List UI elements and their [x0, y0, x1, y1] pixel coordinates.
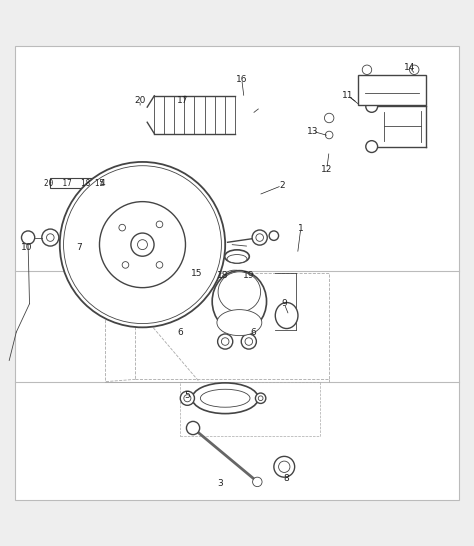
Text: 20: 20: [135, 96, 146, 105]
Ellipse shape: [212, 271, 266, 332]
Circle shape: [64, 166, 221, 324]
Ellipse shape: [180, 391, 194, 405]
Text: 8: 8: [284, 474, 290, 483]
Ellipse shape: [184, 395, 191, 402]
Circle shape: [42, 229, 59, 246]
Text: 5: 5: [184, 391, 190, 400]
Text: 4: 4: [100, 179, 105, 188]
Circle shape: [156, 221, 163, 228]
Text: 14: 14: [404, 63, 415, 72]
Circle shape: [279, 461, 290, 472]
Ellipse shape: [217, 310, 262, 336]
Circle shape: [221, 338, 229, 345]
Text: 11: 11: [342, 91, 354, 100]
Ellipse shape: [366, 100, 378, 112]
Circle shape: [245, 338, 253, 345]
Circle shape: [46, 234, 54, 241]
Ellipse shape: [255, 393, 266, 403]
Circle shape: [156, 262, 163, 268]
Circle shape: [362, 65, 372, 74]
Circle shape: [100, 201, 185, 288]
Circle shape: [218, 334, 233, 349]
Text: 15: 15: [191, 269, 202, 277]
Circle shape: [122, 262, 129, 268]
Text: 9: 9: [282, 299, 287, 308]
Ellipse shape: [275, 302, 298, 329]
Text: 16: 16: [236, 75, 247, 84]
Text: 1: 1: [298, 224, 304, 233]
Ellipse shape: [192, 383, 258, 414]
Circle shape: [252, 230, 267, 245]
Text: 12: 12: [321, 164, 332, 174]
Ellipse shape: [258, 396, 263, 401]
Circle shape: [119, 224, 126, 231]
Bar: [357, 74, 426, 105]
Circle shape: [256, 234, 264, 241]
Circle shape: [60, 162, 225, 328]
Ellipse shape: [227, 254, 247, 263]
Text: 17: 17: [177, 96, 188, 105]
Circle shape: [274, 456, 295, 477]
Circle shape: [137, 240, 147, 250]
Text: 3: 3: [218, 479, 223, 488]
Text: 2: 2: [279, 181, 285, 190]
Circle shape: [21, 231, 35, 244]
Circle shape: [269, 231, 279, 240]
Text: 18: 18: [217, 271, 228, 280]
Text: 6: 6: [177, 328, 183, 336]
Ellipse shape: [225, 270, 244, 281]
Bar: [180, 382, 319, 436]
Circle shape: [253, 477, 262, 486]
Text: 13: 13: [307, 127, 319, 136]
Circle shape: [410, 65, 419, 74]
Ellipse shape: [218, 272, 261, 312]
Circle shape: [278, 307, 295, 324]
Text: 19: 19: [243, 271, 255, 280]
Circle shape: [131, 233, 154, 256]
Circle shape: [241, 334, 256, 349]
Bar: [136, 273, 329, 379]
Text: 7: 7: [76, 242, 82, 252]
Ellipse shape: [201, 389, 250, 407]
Text: 20  17  18 15: 20 17 18 15: [44, 179, 104, 188]
Text: 6: 6: [251, 328, 256, 336]
Ellipse shape: [366, 141, 378, 152]
Circle shape: [324, 113, 334, 123]
Bar: [50, 179, 98, 188]
Circle shape: [325, 131, 333, 139]
Circle shape: [186, 422, 200, 435]
Text: 10: 10: [21, 242, 32, 252]
Ellipse shape: [225, 250, 249, 263]
